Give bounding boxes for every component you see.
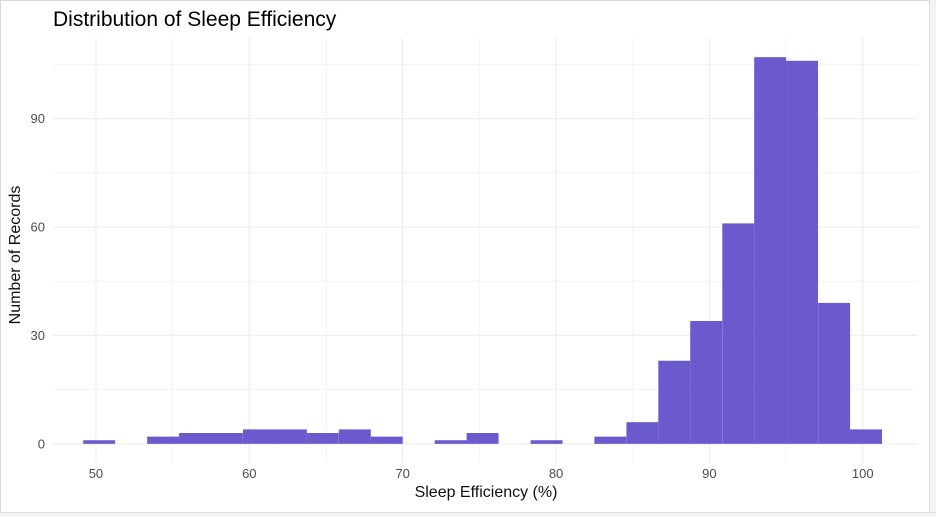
- histogram-bar: [466, 433, 499, 444]
- x-tick-label: 60: [242, 466, 256, 481]
- x-tick-label: 50: [89, 466, 103, 481]
- y-tick-label: 90: [31, 111, 45, 126]
- y-axis-ticks: 0 30 60 90: [31, 111, 45, 451]
- histogram-bar: [658, 360, 691, 444]
- histogram-bar: [306, 433, 339, 444]
- x-tick-label: 80: [549, 466, 563, 481]
- histogram-bar: [594, 436, 627, 444]
- histogram-bar: [754, 57, 787, 444]
- histogram-bar: [434, 440, 467, 444]
- x-tick-label: 90: [702, 466, 716, 481]
- y-tick-label: 0: [38, 436, 45, 451]
- histogram-bar: [210, 433, 243, 444]
- bars-layer: [83, 57, 882, 444]
- histogram-bar: [179, 433, 211, 444]
- histogram-bar: [626, 422, 659, 444]
- window-edge-bottom: [0, 512, 936, 517]
- histogram-bar: [83, 440, 116, 444]
- chart-title: Distribution of Sleep Efficiency: [53, 8, 337, 31]
- histogram-bar: [274, 429, 307, 444]
- window-edge-right: [929, 0, 936, 517]
- histogram-bar: [147, 436, 180, 444]
- y-tick-label: 30: [31, 328, 45, 343]
- x-tick-label: 70: [395, 466, 409, 481]
- y-axis-title: Number of Records: [7, 185, 24, 325]
- histogram-bar: [818, 302, 851, 444]
- histogram-bar: [338, 429, 371, 444]
- y-tick-label: 60: [31, 220, 45, 235]
- histogram-bar: [850, 429, 882, 444]
- x-axis-title: Sleep Efficiency (%): [414, 484, 558, 501]
- histogram-bar: [530, 440, 563, 444]
- histogram-bar: [786, 60, 819, 444]
- histogram-bar: [690, 320, 723, 444]
- histogram-bar: [370, 436, 403, 444]
- x-axis-ticks: 50 60 70 80 90 100: [89, 466, 874, 481]
- histogram-bar: [243, 429, 275, 444]
- x-tick-label: 100: [852, 466, 874, 481]
- histogram-bar: [722, 223, 755, 444]
